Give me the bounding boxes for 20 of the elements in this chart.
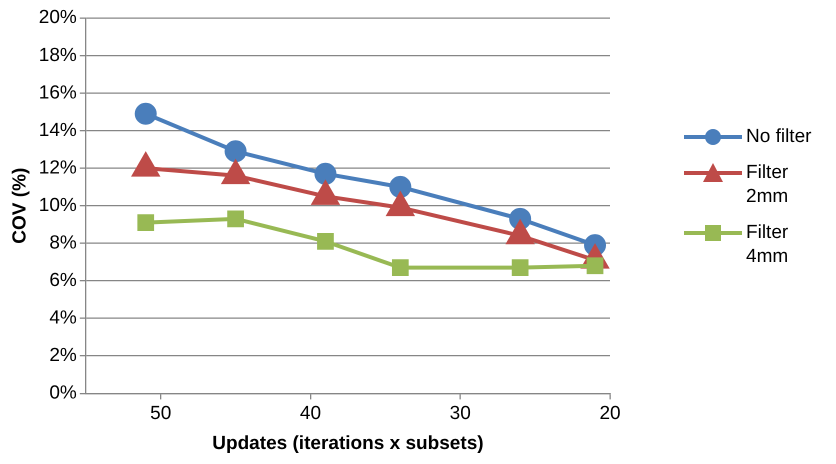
y-tick-label: 4% xyxy=(49,308,77,329)
y-tick-label: 2% xyxy=(49,345,77,366)
y-tick-label: 20% xyxy=(38,7,77,28)
legend-label: Filter 2mm xyxy=(746,161,790,209)
y-tick-label: 8% xyxy=(49,232,77,254)
x-axis-title: Updates (iterations x subsets) xyxy=(212,432,484,454)
x-tick-label: 30 xyxy=(450,403,471,424)
y-tick-label: 6% xyxy=(49,270,77,292)
legend-label: Filter 4mm xyxy=(746,221,790,269)
legend-label: No filter xyxy=(746,125,812,149)
x-tick-label: 50 xyxy=(150,403,172,424)
x-tick-label: 40 xyxy=(300,403,322,424)
y-axis-title: COV (%) xyxy=(10,168,31,244)
y-tick-label: 12% xyxy=(38,157,77,178)
y-tick-label: 10% xyxy=(38,194,77,216)
x-tick-label: 20 xyxy=(599,403,621,424)
y-tick-label: 14% xyxy=(38,120,77,141)
y-tick-label: 16% xyxy=(38,82,77,104)
y-tick-label: 18% xyxy=(38,44,77,66)
y-tick-label: 0% xyxy=(49,382,77,404)
